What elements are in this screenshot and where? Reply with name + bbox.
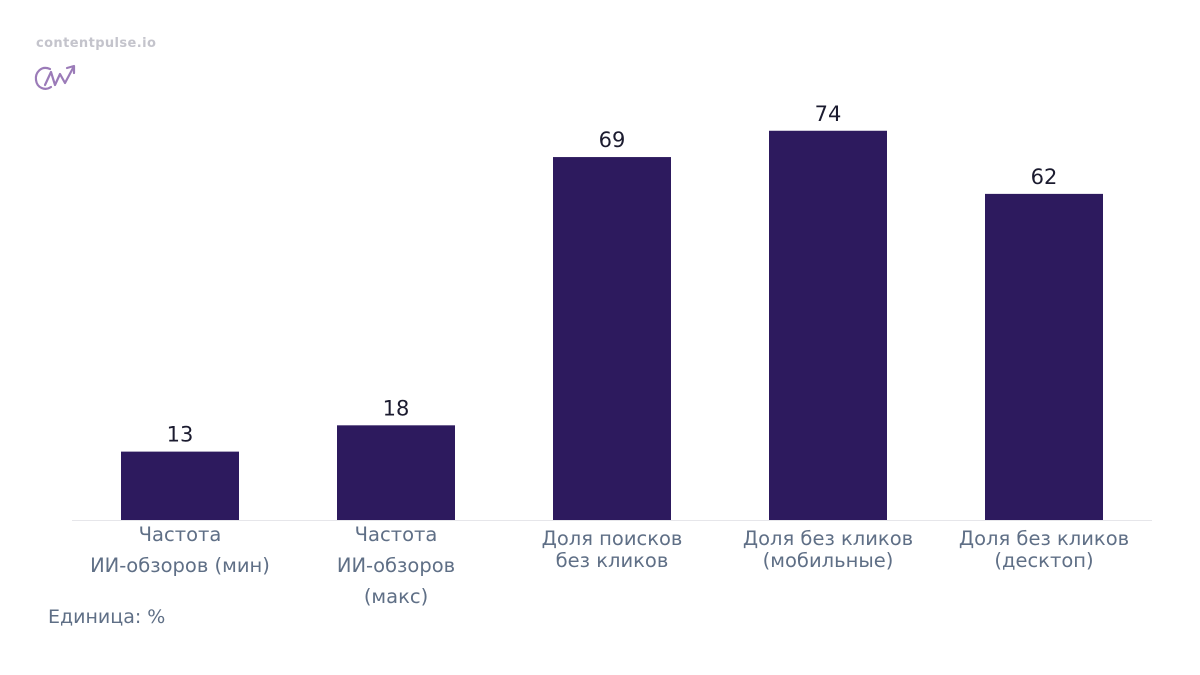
cp-logo-icon	[34, 64, 76, 90]
category-tick-label: ИИ-обзоров (мин)	[90, 554, 270, 577]
category-tick-label: (макс)	[364, 585, 428, 608]
bar	[769, 130, 887, 520]
category-tick-label: Доля без кликов	[959, 527, 1129, 550]
category-tick-label: ИИ-обзоров	[337, 554, 455, 577]
bar	[121, 451, 239, 520]
bar-value-label: 18	[383, 396, 410, 420]
bar	[337, 425, 455, 520]
category-tick-label: Частота	[355, 523, 438, 546]
bar	[553, 157, 671, 520]
bar	[985, 193, 1103, 520]
bar-value-label: 62	[1031, 165, 1058, 189]
bar-value-label: 74	[815, 102, 842, 126]
category-tick-label: (десктоп)	[994, 549, 1093, 572]
bar-value-label: 13	[167, 423, 194, 447]
category-tick-label: Частота	[139, 523, 222, 546]
brand-site-name: contentpulse.io	[36, 36, 157, 51]
category-tick-label: без кликов	[556, 549, 669, 572]
unit-note: Единица: %	[48, 606, 166, 628]
category-tick-label: Доля поисков	[542, 527, 683, 550]
category-tick-label: (мобильные)	[763, 549, 894, 572]
category-tick-label: Доля без кликов	[743, 527, 913, 550]
bar-value-label: 69	[599, 128, 626, 152]
